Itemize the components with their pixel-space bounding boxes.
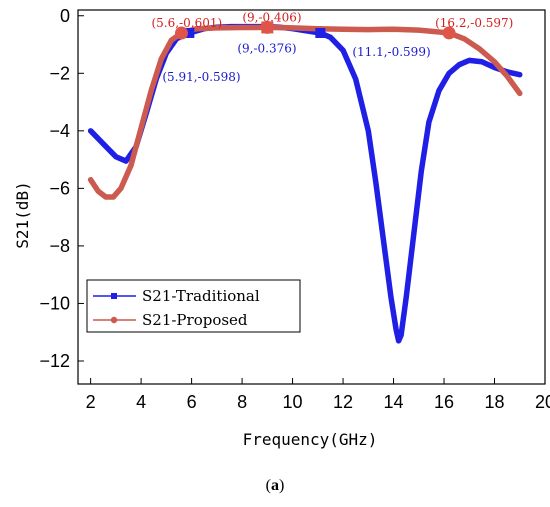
x-tick-label: 2 bbox=[86, 392, 96, 412]
legend-marker bbox=[110, 316, 118, 324]
marker-traditional bbox=[315, 27, 326, 38]
annotation-label: (9,-0.376) bbox=[237, 42, 296, 56]
y-axis-title: S21(dB) bbox=[13, 181, 32, 248]
y-tick-label: −12 bbox=[39, 351, 70, 371]
legend-marker bbox=[111, 293, 117, 299]
x-tick-label: 14 bbox=[384, 392, 404, 412]
legend-box bbox=[86, 279, 301, 333]
x-tick-label: 16 bbox=[434, 392, 454, 412]
annotation-label: (5.6,-0.601) bbox=[151, 16, 222, 30]
series-line-proposed bbox=[87, 24, 523, 200]
legend-items: S21-Traditional S21-Proposed bbox=[93, 287, 260, 329]
x-axis-title: Frequency(GHz) bbox=[243, 430, 378, 449]
x-tick-label: 10 bbox=[283, 392, 303, 412]
legend-label: S21-Proposed bbox=[142, 311, 248, 329]
caption-open-paren: ( bbox=[265, 477, 271, 494]
x-tick-label: 12 bbox=[333, 392, 353, 412]
x-tick-label: 8 bbox=[237, 392, 247, 412]
marker-proposed bbox=[442, 26, 456, 40]
annotation-label: (11.1,-0.599) bbox=[352, 45, 430, 59]
s21-chart: 2 4 6 8 10 12 14 16 18 20 0 −2 −4 −6 −8 −10 −12 (5.6,-0.… bbox=[13, 6, 550, 449]
y-tick-label: −8 bbox=[49, 236, 70, 256]
annotation-label: (5.91,-0.598) bbox=[162, 70, 240, 84]
x-tick-label: 4 bbox=[136, 392, 146, 412]
annotation-label: (9,-0.406) bbox=[242, 10, 301, 24]
marker-proposed-square bbox=[261, 21, 274, 34]
caption-close-paren: ) bbox=[279, 477, 285, 494]
marker-proposed bbox=[174, 26, 188, 40]
legend: S21-Traditional S21-Proposed bbox=[86, 279, 301, 333]
annotation-label: (16.2,-0.597) bbox=[435, 16, 513, 30]
axis-ticks: 2 4 6 8 10 12 14 16 18 20 0 −2 −4 −6 −8 −10 −12 bbox=[39, 6, 550, 412]
marker-traditional bbox=[184, 27, 195, 38]
series-layer bbox=[87, 20, 523, 344]
x-tick-label: 18 bbox=[484, 392, 504, 412]
y-tick-label: −6 bbox=[49, 178, 70, 198]
y-tick-label: −10 bbox=[39, 293, 70, 313]
y-tick-label: −2 bbox=[49, 63, 70, 83]
plot-border bbox=[77, 9, 546, 385]
caption-label: a bbox=[271, 477, 279, 494]
y-tick-label: 0 bbox=[60, 6, 70, 26]
x-tick-label: 6 bbox=[187, 392, 197, 412]
x-tick-label: 20 bbox=[535, 392, 550, 412]
legend-label: S21-Traditional bbox=[142, 287, 260, 305]
figure-caption: (a) bbox=[0, 477, 550, 495]
y-tick-label: −4 bbox=[49, 121, 70, 141]
annotation-layer: (5.6,-0.601) (9,-0.406) (16.2,-0.597) (5.91… bbox=[151, 10, 513, 84]
plot-frame bbox=[77, 9, 546, 385]
